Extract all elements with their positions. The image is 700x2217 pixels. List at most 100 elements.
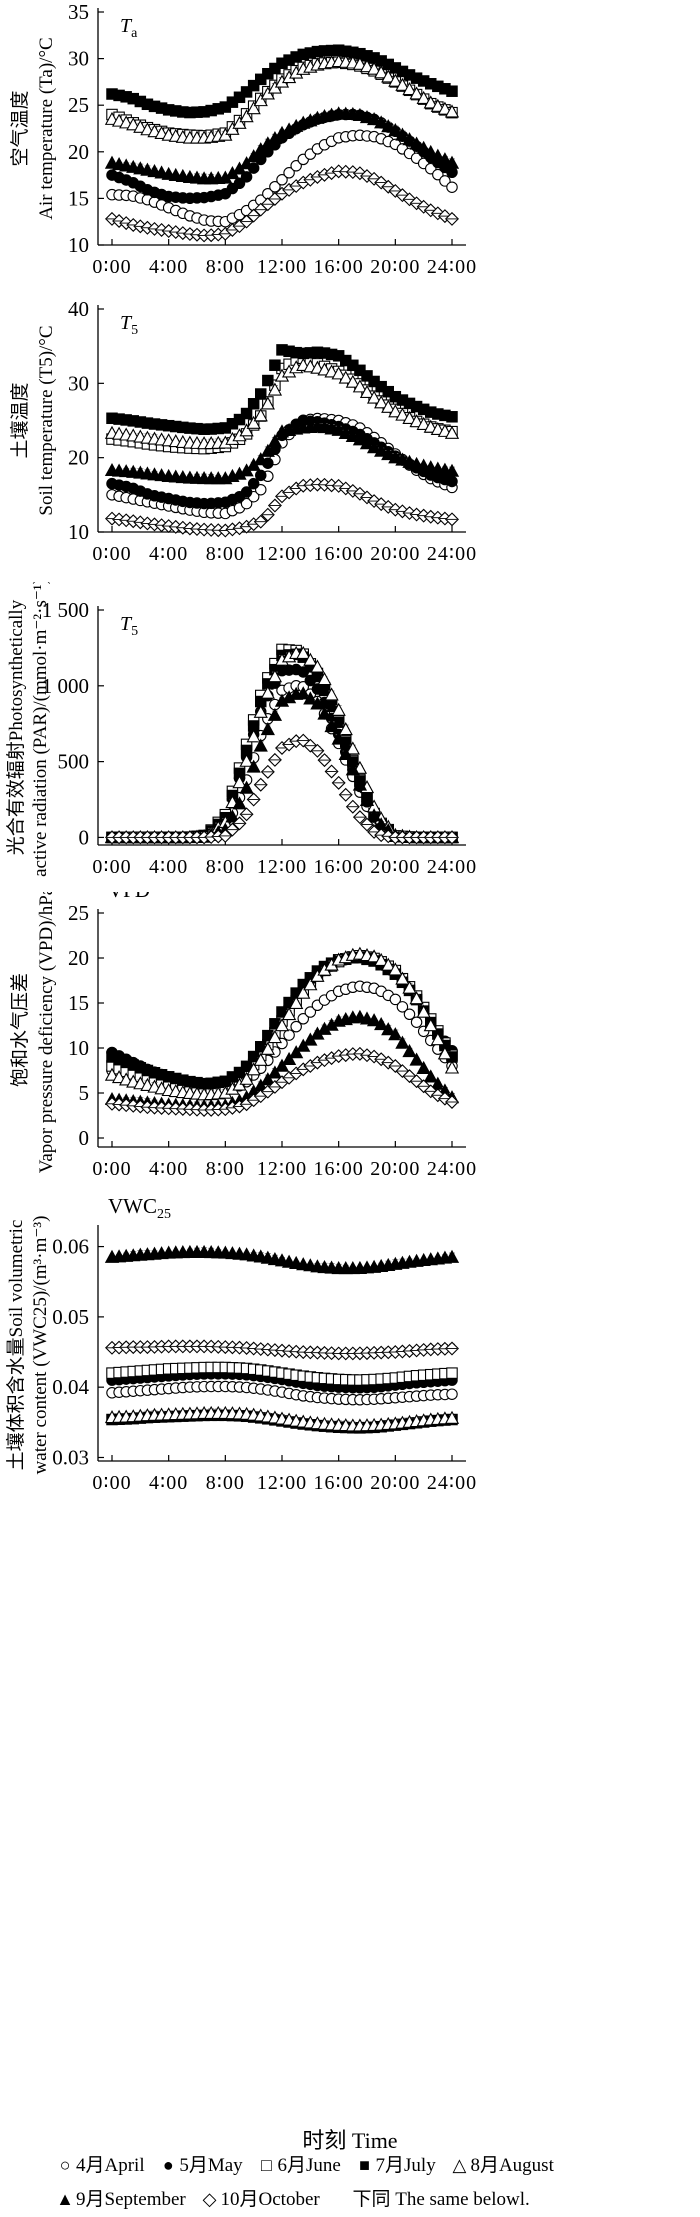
data-point bbox=[374, 443, 389, 457]
x-tick-label: 20∶00 bbox=[370, 856, 420, 878]
data-point bbox=[233, 413, 246, 426]
data-point bbox=[410, 1016, 423, 1028]
y-tick-label: 10 bbox=[68, 1036, 89, 1060]
series-diamond-open bbox=[105, 164, 459, 243]
y-tick-label: 35 bbox=[68, 0, 89, 24]
data-point bbox=[338, 425, 353, 439]
data-point bbox=[388, 404, 403, 418]
data-point bbox=[324, 719, 339, 733]
data-point bbox=[246, 1062, 261, 1076]
data-point bbox=[374, 952, 389, 966]
y-axis-title: Soil temperature (T5)/°C bbox=[36, 325, 57, 515]
y-tick-label: 15 bbox=[68, 991, 89, 1015]
chart-panel-vwc: 0.03 0.04 0.05 0.06 0∶00 4∶00 8∶00 12∶00 16∶00 20… bbox=[5, 1194, 476, 1494]
series-square-filled bbox=[106, 44, 458, 119]
data-point bbox=[402, 132, 417, 146]
data-point bbox=[281, 1051, 297, 1065]
data-point bbox=[283, 167, 295, 179]
data-point bbox=[381, 69, 396, 83]
data-point bbox=[366, 61, 382, 75]
data-point bbox=[267, 1065, 283, 1079]
data-point bbox=[444, 425, 460, 439]
data-point bbox=[267, 1029, 283, 1044]
data-point bbox=[239, 109, 254, 123]
data-point bbox=[260, 1041, 275, 1055]
panel-label-subscript: a bbox=[131, 26, 138, 41]
chart-panel-air-temperature: 10 15 20 25 30 35 0∶00 4∶00 8∶00 12∶00 16∶00 20∶00 2… bbox=[9, 0, 476, 278]
data-point bbox=[423, 95, 438, 109]
y-tick-label: 0.04 bbox=[52, 1375, 89, 1399]
data-point bbox=[381, 179, 396, 194]
data-point bbox=[126, 117, 141, 131]
data-point bbox=[239, 156, 254, 170]
x-tick-label: 0∶00 bbox=[92, 543, 131, 565]
series-triangle-filled bbox=[104, 419, 460, 485]
panel-label: VPD bbox=[108, 892, 150, 902]
data-point bbox=[409, 136, 424, 150]
data-point bbox=[267, 498, 282, 513]
data-point bbox=[296, 985, 311, 999]
y-tick-label: 500 bbox=[58, 750, 90, 774]
data-point bbox=[416, 416, 431, 430]
y-axis-title: water content (VWC25)/(m³·m⁻³) bbox=[30, 1216, 51, 1475]
data-point bbox=[232, 115, 247, 129]
data-point bbox=[331, 702, 346, 716]
data-point bbox=[296, 645, 311, 659]
data-point bbox=[345, 741, 360, 755]
data-point bbox=[374, 395, 389, 409]
y-tick-label: 10 bbox=[68, 233, 89, 257]
data-point bbox=[366, 949, 382, 963]
data-point bbox=[289, 995, 304, 1009]
data-point bbox=[253, 514, 268, 529]
data-point bbox=[409, 991, 424, 1005]
data-point bbox=[381, 446, 396, 461]
data-point bbox=[366, 390, 382, 404]
data-point bbox=[374, 115, 389, 129]
data-point bbox=[303, 977, 318, 991]
series-triangle-filled bbox=[104, 106, 460, 185]
data-point bbox=[246, 415, 261, 429]
data-point bbox=[246, 729, 261, 743]
data-point bbox=[267, 192, 282, 206]
x-tick-label: 16∶00 bbox=[314, 856, 364, 878]
panel-label: T5 bbox=[120, 613, 138, 639]
y-tick-label: 40 bbox=[68, 297, 89, 321]
data-point bbox=[276, 174, 288, 186]
data-point bbox=[296, 686, 311, 700]
data-point bbox=[432, 168, 444, 181]
data-point bbox=[416, 1004, 431, 1018]
series-triangle-filled bbox=[104, 686, 460, 844]
data-point bbox=[253, 452, 268, 466]
data-point bbox=[395, 188, 410, 203]
x-tick-label: 8∶00 bbox=[206, 1472, 245, 1494]
data-point bbox=[331, 366, 346, 380]
data-point bbox=[389, 993, 402, 1006]
data-point bbox=[133, 119, 148, 133]
data-point bbox=[246, 101, 261, 115]
y-axis-title: 光合有效辐射Photosynthetically bbox=[5, 599, 27, 855]
data-point bbox=[359, 436, 375, 450]
data-point bbox=[352, 486, 367, 501]
data-point bbox=[281, 1007, 297, 1021]
y-tick-label: 0.06 bbox=[52, 1235, 89, 1259]
panel-label: T5 bbox=[120, 312, 138, 338]
data-point bbox=[381, 399, 396, 413]
x-tick-label: 16∶00 bbox=[314, 543, 364, 565]
data-point bbox=[247, 398, 260, 410]
data-point bbox=[260, 685, 275, 699]
data-point bbox=[374, 65, 389, 79]
series-triangle-open bbox=[104, 946, 460, 1101]
chart-panel-soil-temperature: 10 20 30 40 0∶00 4∶00 8∶00 12∶00 16∶00 20∶00 24∶00… bbox=[9, 297, 477, 565]
data-point bbox=[374, 1017, 389, 1031]
data-point bbox=[437, 830, 452, 845]
data-point bbox=[423, 1084, 438, 1099]
data-point bbox=[439, 175, 451, 187]
data-point bbox=[374, 1052, 389, 1067]
y-tick-label: 10 bbox=[68, 520, 89, 544]
data-point bbox=[416, 1060, 431, 1074]
data-point bbox=[269, 359, 281, 371]
data-point bbox=[437, 1091, 452, 1106]
data-point bbox=[338, 746, 353, 760]
x-tick-label: 24∶00 bbox=[427, 543, 477, 565]
data-point bbox=[310, 696, 325, 710]
